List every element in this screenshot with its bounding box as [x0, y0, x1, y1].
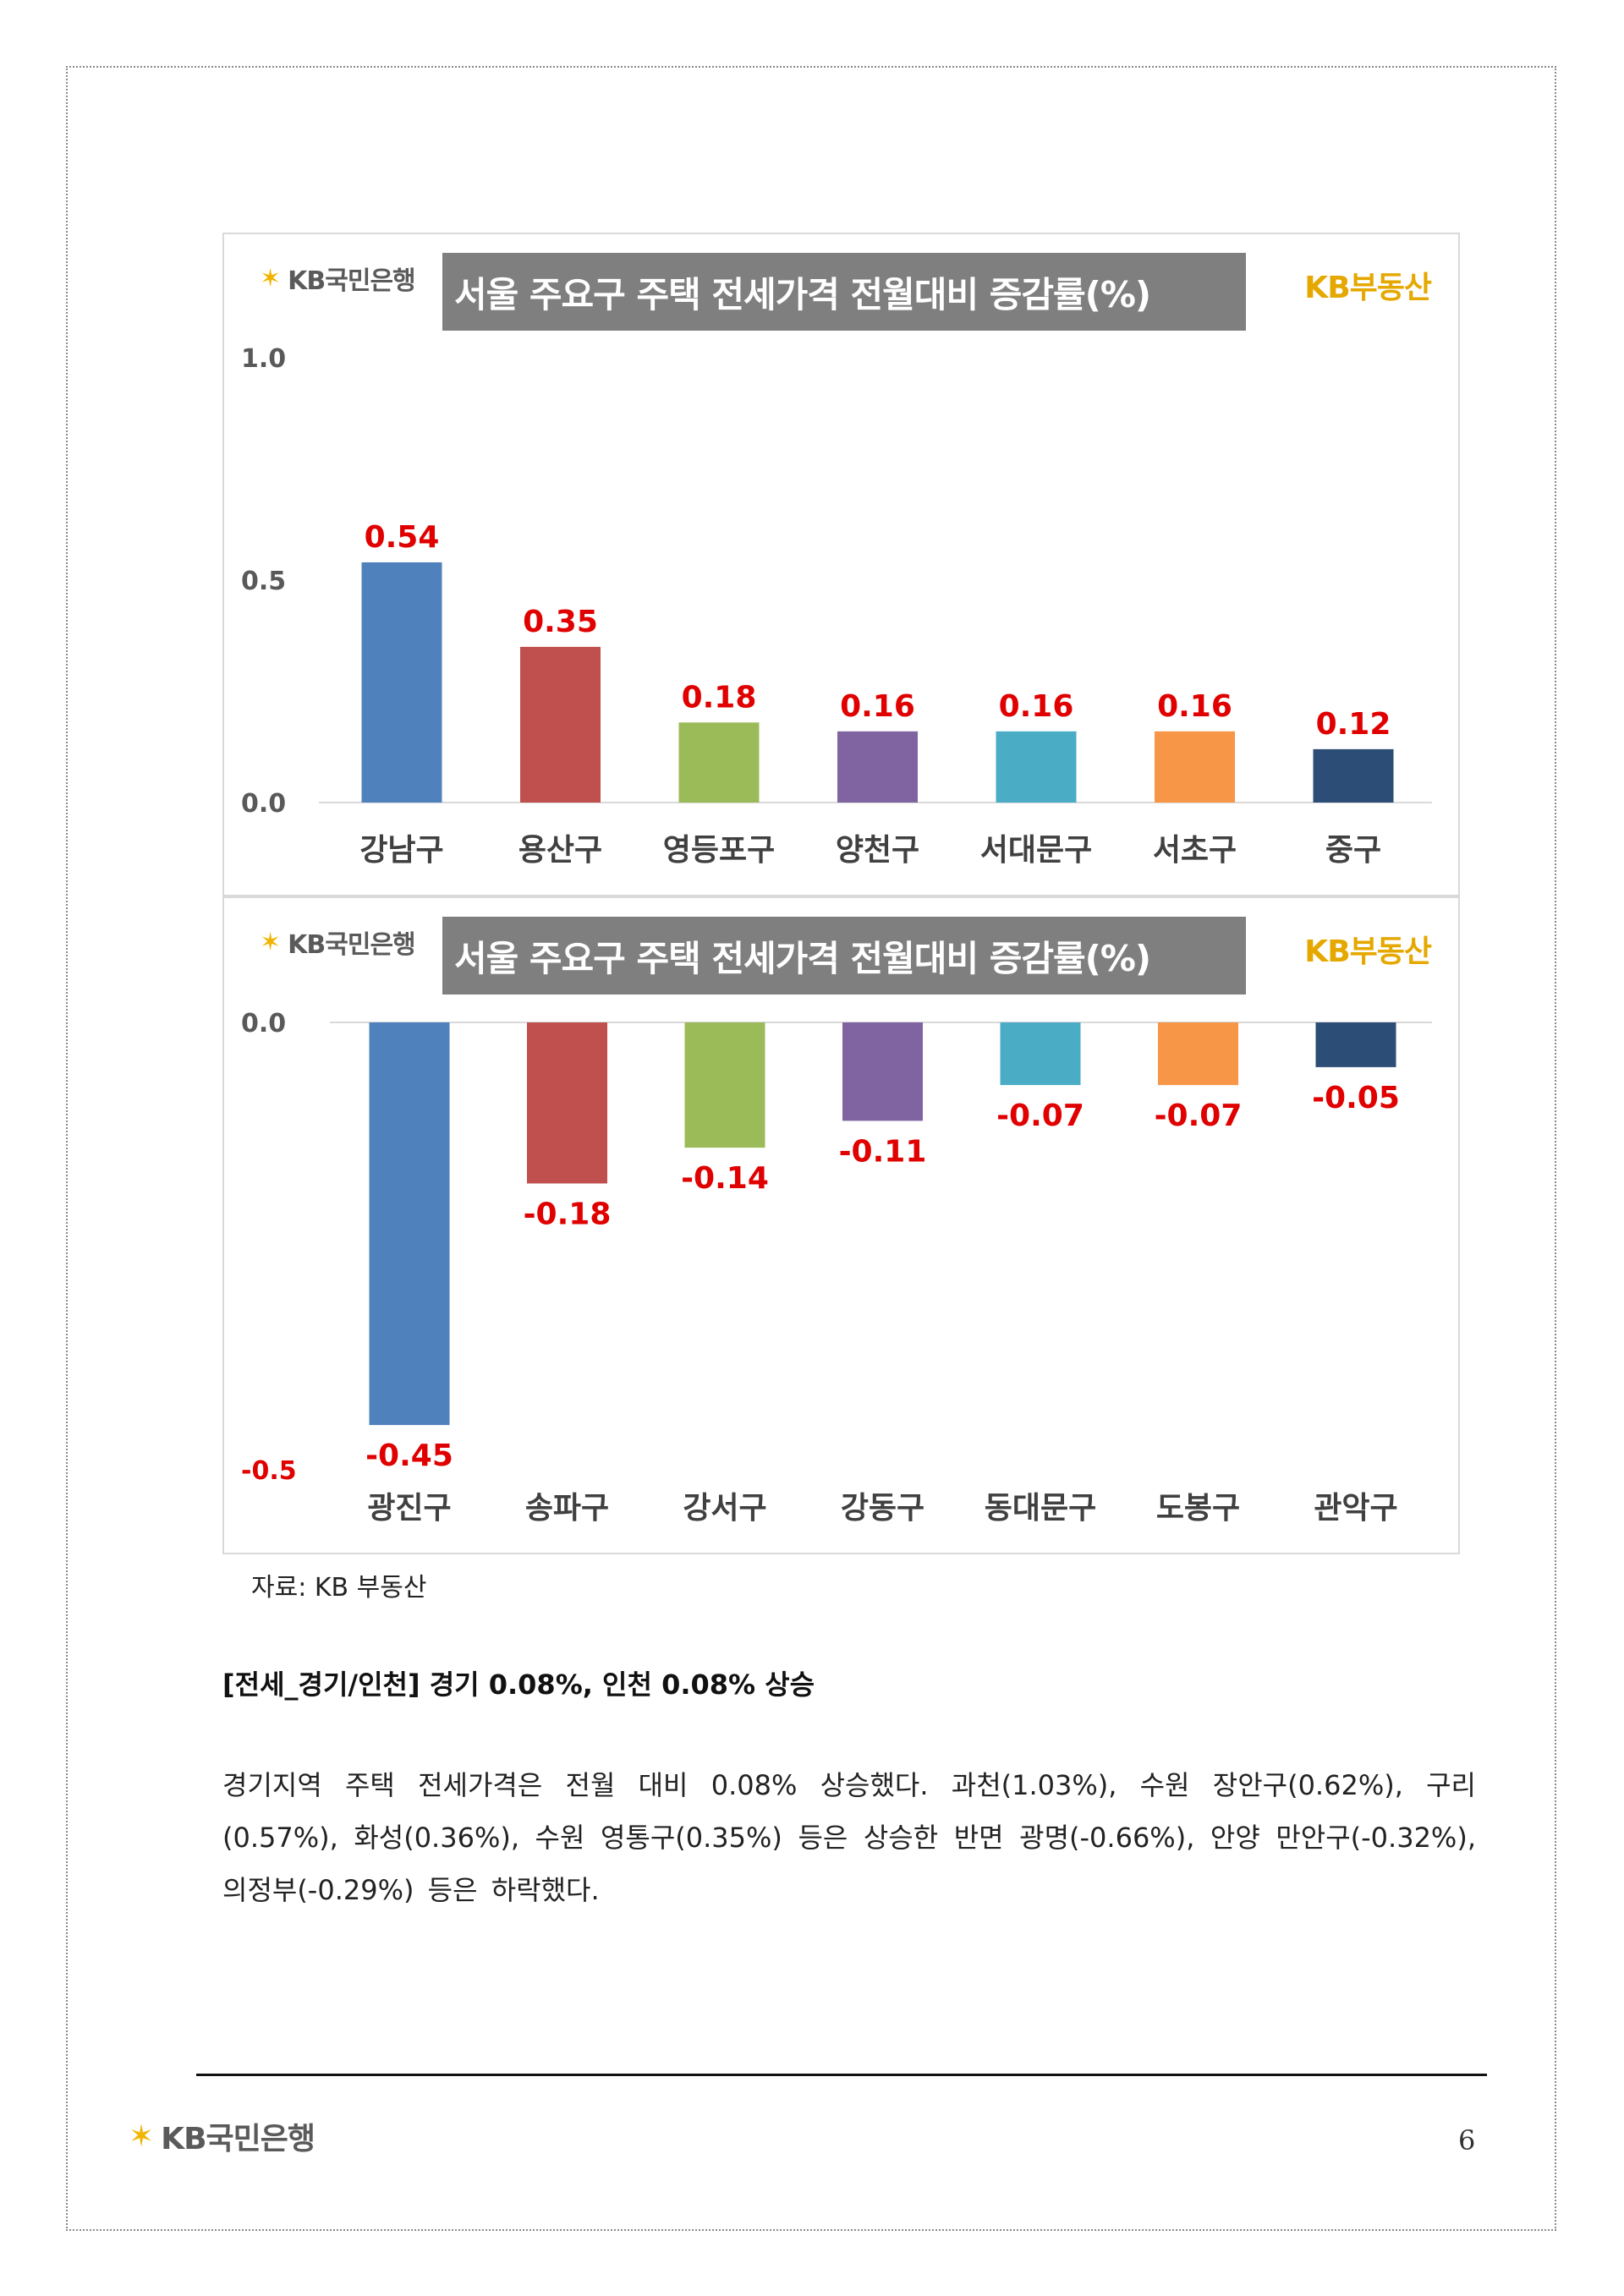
bar-7 — [1315, 1022, 1396, 1067]
y-tick-label: 1.0 — [241, 344, 286, 374]
section-heading: [전세_경기/인천] 경기 0.08%, 인천 0.08% 상승 — [222, 1669, 815, 1701]
category-label: 강남구 — [359, 833, 443, 868]
bar-value-label: -0.07 — [1155, 1099, 1243, 1133]
bar-value-label: 0.54 — [365, 520, 440, 555]
bar-value-label: -0.07 — [996, 1099, 1084, 1133]
source-note: 자료: KB 부동산 — [251, 1573, 427, 1603]
kb-bank-logo-text: KB국민은행 — [288, 930, 416, 960]
category-label: 송파구 — [525, 1491, 609, 1526]
category-label: 강서구 — [683, 1491, 766, 1526]
footer-divider — [196, 2074, 1487, 2076]
bar-2 — [527, 1022, 607, 1184]
bar-6 — [1158, 1022, 1238, 1086]
page-number: 6 — [1458, 2124, 1476, 2156]
category-label: 광진구 — [367, 1491, 451, 1526]
bar-2 — [520, 646, 601, 803]
category-label: 중구 — [1325, 833, 1381, 868]
kb-bank-logo: ✶ KB국민은행 — [260, 923, 416, 961]
bar-3 — [684, 1022, 765, 1148]
bar-4 — [842, 1022, 923, 1121]
bar-value-label: -0.45 — [365, 1438, 453, 1473]
bar-5 — [996, 731, 1077, 803]
bar-value-label: 0.16 — [840, 689, 915, 724]
page-border — [66, 66, 1556, 2231]
category-label: 동대문구 — [985, 1491, 1096, 1526]
kb-star-icon: ✶ — [129, 2118, 155, 2154]
category-label: 강동구 — [841, 1491, 924, 1526]
body-paragraph: 경기지역 주택 전세가격은 전월 대비 0.08% 상승했다. 과천(1.03%… — [222, 1769, 1476, 1906]
category-label: 서대문구 — [980, 833, 1092, 868]
footer-kb-logo-text: KB국민은행 — [161, 2122, 315, 2156]
chart-decrease: ✶ KB국민은행 서울 주요구 주택 전세가격 전월대비 증감률(%) KB부동… — [222, 896, 1460, 1554]
y-tick-label: 0.0 — [241, 1009, 286, 1038]
bar-4 — [837, 731, 918, 803]
kb-star-icon: ✶ — [260, 263, 282, 293]
bar-3 — [678, 722, 760, 803]
kb-real-estate-brand: KB부동산 — [1304, 934, 1432, 969]
chart-increase: ✶ KB국민은행 서울 주요구 주택 전세가격 전월대비 증감률(%) KB부동… — [222, 233, 1460, 896]
kb-real-estate-brand: KB부동산 — [1304, 271, 1432, 305]
category-label: 양천구 — [836, 833, 919, 868]
bar-value-label: 0.35 — [523, 605, 598, 639]
bar-1 — [369, 1022, 450, 1426]
kb-bank-logo: ✶ KB국민은행 — [260, 260, 416, 297]
category-label: 영등포구 — [663, 833, 775, 868]
kb-star-icon: ✶ — [260, 927, 282, 957]
bar-value-label: 0.16 — [999, 689, 1074, 724]
chart-title: 서울 주요구 주택 전세가격 전월대비 증감률(%) — [442, 917, 1246, 995]
bar-value-label: -0.18 — [524, 1197, 612, 1231]
bar-7 — [1313, 748, 1394, 803]
y-tick-label: 0.0 — [241, 789, 286, 819]
chart-title: 서울 주요구 주택 전세가격 전월대비 증감률(%) — [442, 253, 1246, 331]
y-tick-label: 0.5 — [241, 567, 286, 596]
bar-1 — [361, 562, 442, 803]
bar-6 — [1155, 731, 1235, 803]
category-label: 용산구 — [518, 833, 602, 868]
bar-5 — [1000, 1022, 1081, 1086]
kb-bank-logo-text: KB국민은행 — [288, 266, 416, 296]
bar-value-label: -0.14 — [681, 1161, 769, 1196]
chart-plot-area: 0.0 0.5 1.0 0.54 강남구 0.35 용산구 0.18 영등포구 0.16 양천구 0.… — [241, 344, 1432, 868]
bar-value-label: 0.12 — [1316, 707, 1391, 742]
category-label: 도봉구 — [1156, 1491, 1240, 1526]
footer-kb-logo: ✶ KB국민은행 — [129, 2114, 315, 2158]
bar-value-label: -0.05 — [1312, 1081, 1400, 1115]
bar-value-label: 0.16 — [1157, 689, 1232, 724]
category-label: 서초구 — [1153, 833, 1237, 868]
bar-value-label: 0.18 — [682, 680, 757, 715]
bar-value-label: -0.11 — [839, 1134, 927, 1169]
chart-plot-area: 0.0 -0.5 -0.45 광진구 -0.18 송파구 -0.14 강서구 -0.11 강동구 -… — [241, 1009, 1432, 1526]
y-tick-label: -0.5 — [241, 1456, 297, 1486]
category-label: 관악구 — [1314, 1491, 1397, 1526]
